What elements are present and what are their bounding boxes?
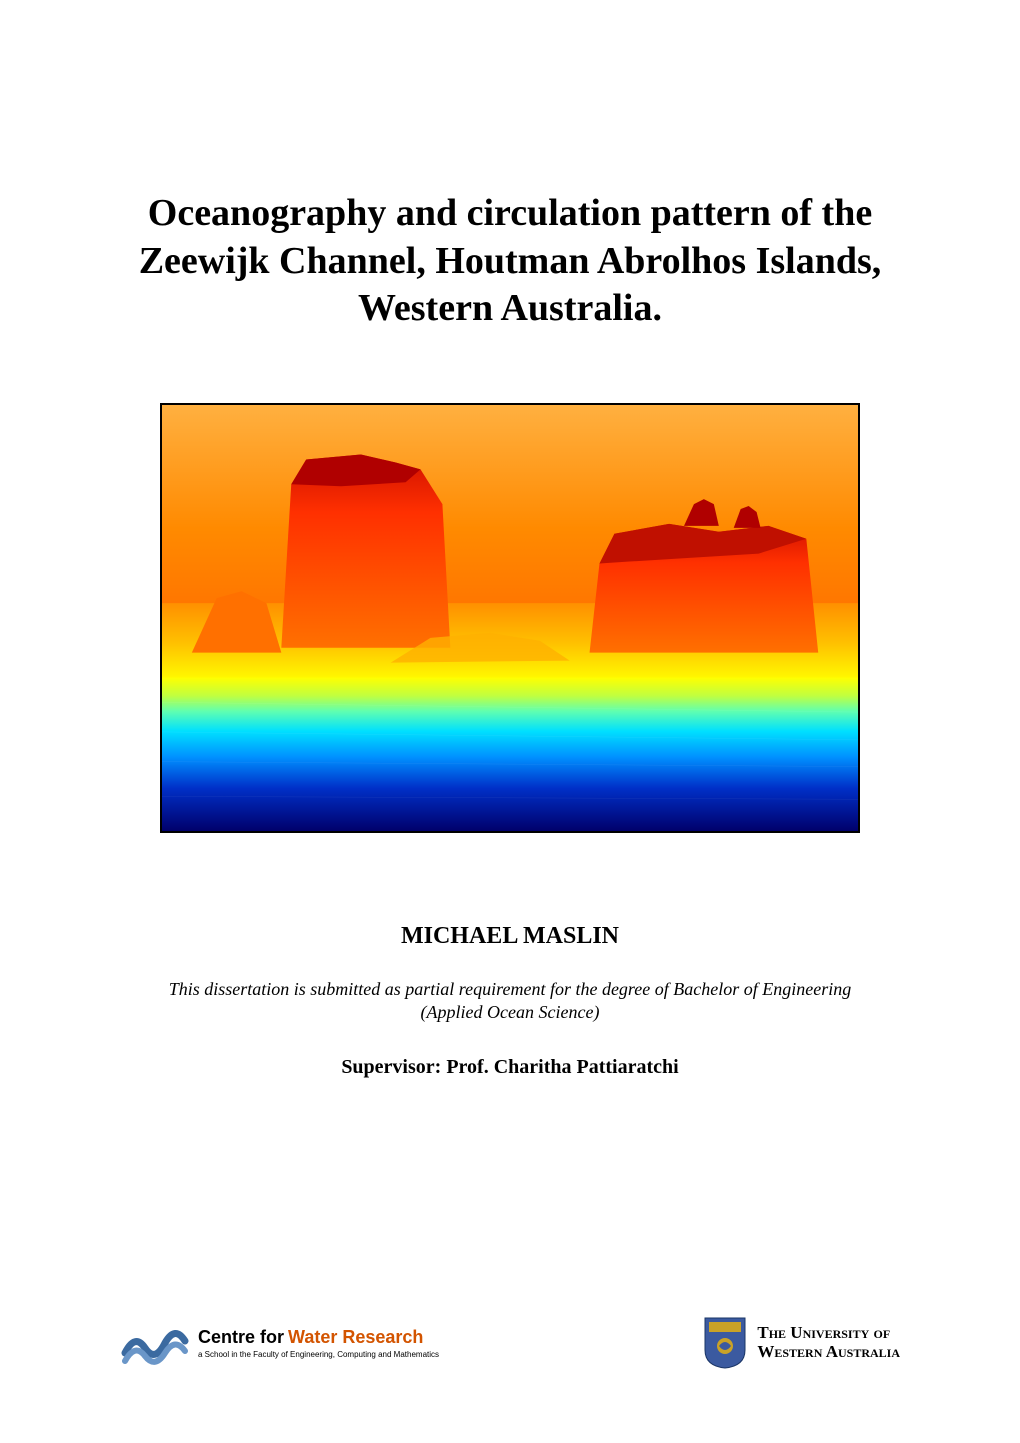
dissertation-title-page: Oceanography and circulation pattern of … [0,0,1020,1443]
page-title: Oceanography and circulation pattern of … [120,190,900,333]
uwa-line1: The University of [757,1324,900,1343]
cwr-main: Water Research [288,1327,423,1348]
supervisor-line: Supervisor: Prof. Charitha Pattiaratchi [120,1056,900,1079]
uwa-logo: The University of Western Australia [703,1316,900,1370]
footer-logos: Centre for Water Research a School in th… [120,1313,900,1373]
water-gradient [162,677,858,831]
uwa-text: The University of Western Australia [757,1324,900,1361]
submission-statement: This dissertation is submitted as partia… [140,978,880,1025]
cwr-prefix: Centre for [198,1327,284,1348]
uwa-line2: Western Australia [757,1343,900,1362]
cwr-name: Centre for Water Research [198,1327,439,1348]
author-name: MICHAEL MASLIN [120,923,900,950]
uwa-crest-icon [703,1316,747,1370]
wave-icon [120,1313,190,1373]
cwr-text: Centre for Water Research a School in th… [198,1327,439,1359]
heatmap-svg [162,405,858,831]
bathymetry-heatmap-figure [160,403,860,833]
cwr-tagline: a School in the Faculty of Engineering, … [198,1350,439,1359]
figure-container [120,403,900,833]
centre-water-research-logo: Centre for Water Research a School in th… [120,1313,439,1373]
